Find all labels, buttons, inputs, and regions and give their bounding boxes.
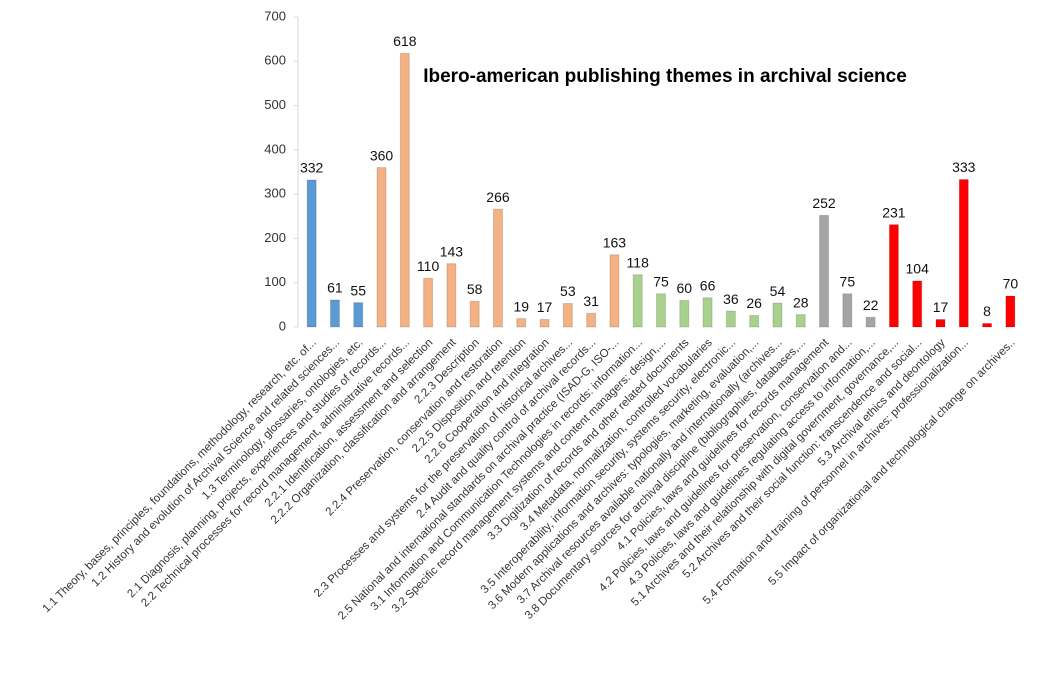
data-label: 143 [440,243,464,259]
data-label: 54 [770,283,786,299]
data-label: 61 [327,280,343,296]
y-tick-label: 700 [264,8,286,23]
bar [353,302,364,328]
data-label: 58 [467,281,483,297]
bar [306,179,317,328]
data-label: 26 [746,295,762,311]
data-label: 118 [627,254,650,270]
data-label: 360 [370,147,394,163]
bar [399,52,410,328]
bar [423,277,434,328]
bar [609,254,620,328]
bar [795,314,806,328]
data-label: 55 [350,282,366,298]
y-tick-label: 200 [264,230,286,245]
bar [632,274,643,328]
data-label: 19 [513,298,529,314]
bar [446,263,457,328]
data-label: 266 [486,189,510,205]
bar [1005,295,1016,328]
bar [329,299,340,328]
data-label: 31 [583,293,599,309]
bar [935,318,946,328]
data-label: 17 [933,299,949,315]
bar [516,318,527,328]
data-label: 75 [840,273,856,289]
bar [772,302,783,328]
data-label: 60 [677,280,693,296]
data-label: 231 [882,204,906,220]
data-label: 66 [700,277,716,293]
bar [865,316,876,328]
bar [725,310,736,328]
bar [819,214,830,328]
y-tick-label: 500 [264,97,286,112]
y-tick-label: 400 [264,141,286,156]
data-label: 70 [1003,276,1019,292]
bar [562,303,573,328]
chart-title: Ibero-american publishing themes in arch… [423,66,907,87]
bar [679,299,690,328]
bar [982,322,993,328]
bar [539,318,550,328]
bar [656,293,666,328]
bar [888,224,899,328]
data-label: 75 [653,273,669,289]
bar [958,179,969,328]
data-label: 8 [983,303,991,319]
data-label: 618 [393,33,417,49]
y-tick-label: 300 [264,186,286,201]
bar [702,297,713,328]
data-label: 104 [906,261,930,277]
data-label: 28 [793,294,809,310]
data-label: 163 [603,235,627,251]
bar [376,167,387,328]
bar [912,280,923,328]
data-label: 22 [863,297,879,313]
bar [469,300,480,328]
data-label: 53 [560,283,576,299]
y-tick-label: 600 [264,53,286,68]
bar [586,312,597,328]
data-label: 332 [300,160,324,176]
data-label: 17 [537,299,553,315]
data-label: 333 [952,159,976,175]
bar [492,208,503,328]
x-tick-label: 1.3 Terminology, glossaries, ontologies,… [200,337,365,502]
bar [749,314,760,328]
bar [842,293,853,328]
data-label: 252 [812,195,836,211]
y-tick-label: 0 [279,318,286,333]
data-label: 36 [723,291,739,307]
y-tick-label: 100 [264,274,286,289]
data-label: 110 [417,258,440,274]
